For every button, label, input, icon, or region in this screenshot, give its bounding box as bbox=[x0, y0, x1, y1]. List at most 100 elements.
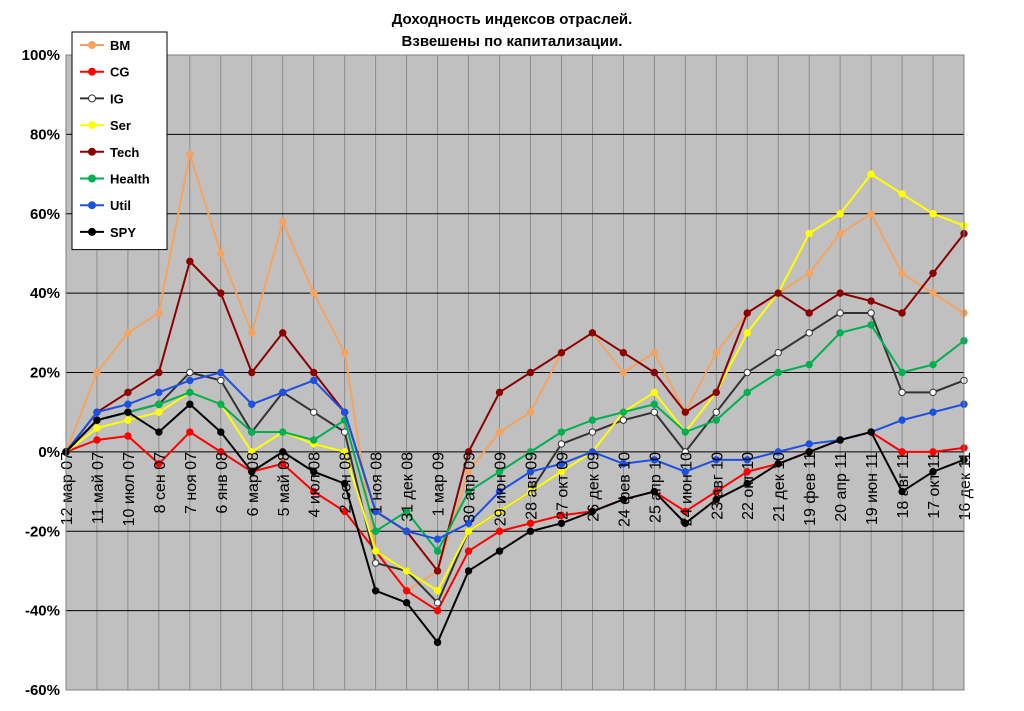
y-tick-label: -20% bbox=[25, 523, 60, 540]
series-line-health bbox=[65, 323, 965, 553]
point-cg bbox=[898, 448, 906, 456]
point-spy bbox=[279, 448, 287, 456]
x-tick-label: 24 июн 10 bbox=[678, 452, 695, 526]
point-ig bbox=[867, 309, 875, 317]
point-ser bbox=[526, 487, 535, 496]
series-line-util bbox=[65, 371, 965, 541]
point-bm bbox=[248, 329, 256, 337]
y-tick-label: 80% bbox=[30, 126, 60, 143]
point-cg bbox=[124, 432, 132, 440]
legend-item-util: Util bbox=[80, 198, 131, 213]
y-tick-label: 0% bbox=[38, 444, 60, 461]
x-tick-label: 16 дек 11 bbox=[957, 452, 974, 521]
x-tick-label: 19 фев 11 bbox=[802, 452, 819, 526]
point-health bbox=[650, 400, 659, 408]
point-util bbox=[310, 376, 318, 385]
legend-item-ig: IG bbox=[80, 91, 124, 106]
point-health bbox=[526, 448, 535, 456]
point-ser bbox=[371, 547, 380, 555]
point-cg bbox=[557, 511, 566, 520]
series-line-tech bbox=[65, 232, 965, 574]
point-ig bbox=[557, 440, 566, 448]
x-tick-label: 4 июл 08 bbox=[307, 452, 324, 518]
point-ig bbox=[743, 368, 751, 377]
point-tech bbox=[743, 309, 751, 317]
point-tech bbox=[155, 368, 163, 377]
point-bm bbox=[712, 348, 720, 357]
point-util bbox=[712, 456, 720, 464]
point-spy bbox=[186, 400, 194, 408]
point-cg bbox=[743, 468, 751, 476]
point-util bbox=[650, 456, 659, 464]
point-bm bbox=[186, 150, 194, 158]
legend-label: IG bbox=[110, 91, 124, 106]
point-spy bbox=[929, 468, 937, 476]
point-ig bbox=[588, 428, 597, 436]
point-util bbox=[433, 535, 442, 543]
series-health bbox=[62, 321, 968, 555]
point-ig bbox=[310, 408, 318, 416]
point-tech bbox=[526, 368, 535, 377]
point-spy bbox=[340, 479, 349, 488]
point-health bbox=[681, 428, 690, 436]
y-tick-label: 40% bbox=[30, 285, 60, 302]
point-cg bbox=[402, 587, 411, 595]
point-cg bbox=[495, 527, 504, 535]
point-util bbox=[743, 456, 751, 464]
point-health bbox=[743, 388, 751, 397]
legend-swatch-marker bbox=[88, 121, 96, 130]
y-tick-label: -60% bbox=[25, 682, 60, 699]
point-tech bbox=[836, 289, 844, 297]
point-health bbox=[619, 408, 628, 416]
point-bm bbox=[836, 229, 844, 238]
x-tick-label: 27 окт 09 bbox=[554, 452, 571, 520]
point-ig bbox=[898, 388, 906, 397]
point-cg bbox=[929, 448, 937, 456]
legend-item-bm: BM bbox=[80, 38, 130, 53]
point-ig bbox=[619, 416, 628, 424]
x-tick-label: 12 мар 07 bbox=[59, 452, 76, 525]
point-tech bbox=[805, 309, 813, 317]
point-bm bbox=[495, 428, 504, 436]
point-spy bbox=[836, 436, 844, 444]
point-util bbox=[557, 460, 566, 468]
point-ser bbox=[929, 210, 937, 218]
point-ser bbox=[867, 170, 875, 178]
point-spy bbox=[248, 468, 256, 476]
point-ser bbox=[93, 424, 101, 432]
point-bm bbox=[279, 217, 287, 226]
point-ig bbox=[650, 408, 659, 416]
x-tick-label: 5 май 08 bbox=[276, 452, 293, 517]
point-ser bbox=[402, 567, 411, 575]
point-spy bbox=[898, 487, 906, 496]
x-tick-label: 1 мар 09 bbox=[431, 452, 448, 516]
legend-swatch-marker bbox=[88, 147, 96, 156]
point-util bbox=[495, 487, 504, 496]
point-health bbox=[805, 360, 813, 369]
point-cg bbox=[433, 606, 442, 615]
legend-label: CG bbox=[110, 65, 130, 80]
point-tech bbox=[588, 329, 597, 337]
point-health bbox=[279, 428, 287, 436]
point-ig bbox=[217, 376, 225, 385]
point-spy bbox=[464, 567, 473, 575]
point-util bbox=[464, 519, 473, 528]
x-tick-label: 22 окт 10 bbox=[740, 452, 757, 520]
y-axis: 100% 80% 60% 40% 20% 0% -20% -40% -60% bbox=[22, 47, 60, 699]
point-bm bbox=[340, 348, 349, 357]
point-ser bbox=[124, 416, 132, 424]
point-tech bbox=[898, 309, 906, 317]
point-cg bbox=[526, 519, 535, 528]
point-spy bbox=[867, 428, 875, 436]
chart-title: Доходность индексов отраслей. bbox=[392, 11, 633, 28]
point-util bbox=[588, 448, 597, 456]
point-tech bbox=[929, 269, 937, 277]
point-bm bbox=[93, 368, 101, 377]
point-spy bbox=[433, 638, 442, 647]
point-util bbox=[681, 468, 690, 476]
x-tick-label: 31 дек 08 bbox=[400, 452, 417, 522]
point-tech bbox=[464, 448, 473, 456]
point-tech bbox=[681, 408, 690, 416]
point-cg bbox=[155, 460, 163, 468]
legend-swatch-marker bbox=[88, 174, 96, 183]
